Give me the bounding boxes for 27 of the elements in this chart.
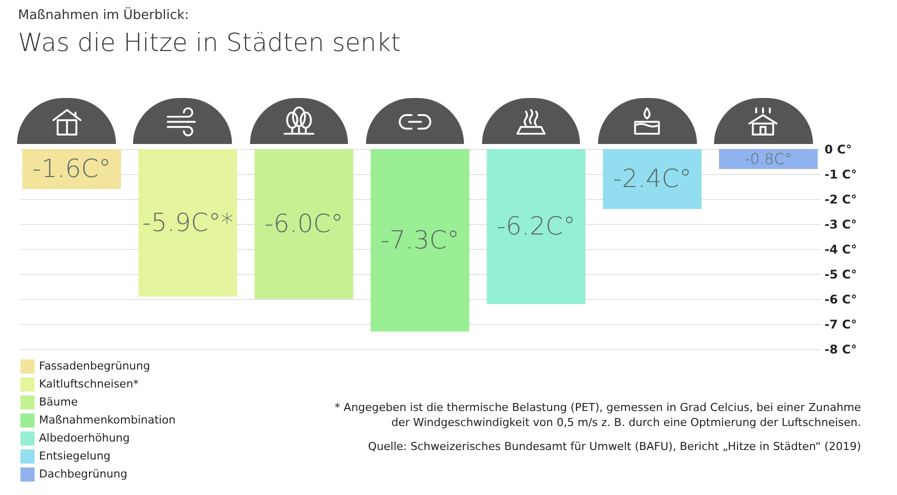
- legend-label: Dachbegrünung: [39, 468, 128, 480]
- y-tick-label: -8 C°: [824, 342, 857, 356]
- source-note: Quelle: Schweizerisches Bundesamt für Umwelt (BAFU), Bericht „Hitze in Städten“ (2019): [367, 438, 861, 454]
- data-label: -1.6C°: [32, 154, 112, 183]
- data-label: -5.9C°*: [142, 208, 234, 237]
- data-label: -2.4C°: [612, 164, 692, 193]
- y-tick-label: -6 C°: [824, 292, 857, 306]
- legend-label: Albedoerhöhung: [39, 432, 130, 444]
- legend-label: Fassadenbegrünung: [39, 360, 150, 372]
- data-label: -0.8C°: [744, 150, 792, 168]
- chart-subtitle: Maßnahmen im Überblick:: [18, 8, 189, 23]
- y-tick-label: -3 C°: [824, 218, 857, 232]
- y-tick-label: -7 C°: [824, 318, 857, 332]
- data-label: -7.3C°: [380, 225, 460, 254]
- data-label: -6.0C°: [264, 209, 344, 238]
- y-tick-label: 0 C°: [824, 142, 852, 156]
- legend-label: Maßnahmenkombination: [39, 414, 176, 426]
- y-tick-label: -4 C°: [824, 242, 857, 256]
- y-tick-label: -1 C°: [824, 168, 857, 182]
- data-label: -6.2C°: [496, 212, 576, 240]
- legend-label: Kaltluftschneisen*: [39, 378, 140, 390]
- text: * Angegeben ist die thermische Belastung (PET), gemessen in Grad Celcius, bei einer Zunahme der Windgeschwindigkeit von 0,5 m/s z. B. durch eine Optmierung der Luftschneisen.: [334, 400, 861, 431]
- legend-label: Entsiegelung: [39, 450, 111, 462]
- y-tick-label: -2 C°: [824, 192, 857, 206]
- y-tick-label: -5 C°: [824, 268, 857, 282]
- chart-title: Was die Hitze in Städten senkt: [18, 28, 401, 57]
- legend-label: Bäume: [39, 396, 78, 408]
